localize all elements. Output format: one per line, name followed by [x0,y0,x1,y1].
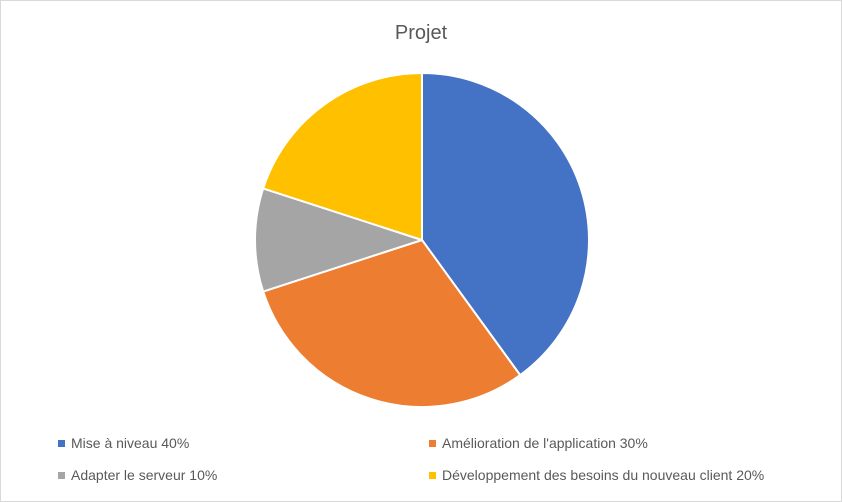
pie-slice-0 [421,72,590,377]
legend-swatch [429,472,436,479]
legend-item-amelioration-application: Amélioration de l'application 30% [429,433,648,453]
legend-label: Adapter le serveur 10% [71,467,218,483]
legend-item-adapter-serveur: Adapter le serveur 10% [58,465,217,485]
legend-item-developpement-besoins: Développement des besoins du nouveau cli… [429,465,764,485]
chart-title: Projet [394,22,448,44]
legend-swatch [58,440,65,447]
legend-label: Amélioration de l'application 30% [442,435,648,451]
pie-slice-3 [262,72,423,241]
legend-swatch [58,472,65,479]
legend-label: Mise à niveau 40% [71,435,190,451]
pie-slice-2 [254,187,423,293]
legend-item-mise-a-niveau: Mise à niveau 40% [58,433,189,453]
pie-slice-1 [262,239,522,408]
legend-swatch [429,440,436,447]
legend-label: Développement des besoins du nouveau cli… [442,467,765,483]
